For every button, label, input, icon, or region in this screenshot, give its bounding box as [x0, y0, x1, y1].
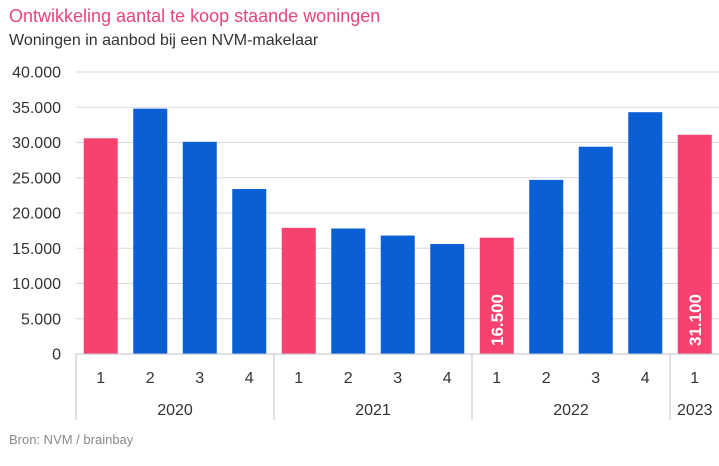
year-label: 2020 — [157, 402, 193, 419]
x-tick-label: 3 — [591, 370, 600, 387]
x-tick-label: 3 — [195, 370, 204, 387]
data-labels: 16.500 31.100 — [488, 294, 705, 346]
x-tick-label: 1 — [294, 370, 303, 387]
x-tick-label: 1 — [690, 370, 699, 387]
bar — [380, 235, 415, 354]
y-tick-label: 20.000 — [12, 206, 61, 223]
year-label: 2022 — [553, 402, 589, 419]
chart-title: Ontwikkeling aantal te koop staande woni… — [9, 6, 380, 26]
y-tick-label: 35.000 — [12, 100, 61, 117]
y-tick-label: 30.000 — [12, 135, 61, 152]
y-tick-label: 25.000 — [12, 170, 61, 187]
x-tick-label: 4 — [443, 370, 452, 387]
data-label: 16.500 — [488, 294, 507, 346]
bar — [182, 141, 217, 354]
bar — [331, 228, 366, 354]
data-label: 31.100 — [686, 294, 705, 346]
year-label: 2023 — [677, 402, 713, 419]
bar — [83, 138, 118, 354]
bars — [83, 108, 712, 354]
bar — [677, 134, 712, 354]
bar — [529, 179, 564, 354]
y-tick-label: 10.000 — [12, 276, 61, 293]
x-tick-label: 4 — [245, 370, 254, 387]
x-tick-label: 1 — [96, 370, 105, 387]
y-tick-label: 5.000 — [21, 311, 61, 328]
y-axis: 0 5.000 10.000 15.000 20.000 25.000 30.000 35.0… — [12, 65, 61, 364]
bar — [479, 237, 514, 354]
x-tick-label: 1 — [492, 370, 501, 387]
bar — [232, 189, 267, 354]
y-tick-label: 15.000 — [12, 241, 61, 258]
x-tick-label: 2 — [542, 370, 551, 387]
bar — [133, 108, 168, 354]
bar — [578, 146, 613, 354]
year-label: 2021 — [355, 402, 391, 419]
bar — [281, 227, 316, 354]
y-tick-label: 0 — [52, 347, 61, 364]
x-axis: 1 2 3 4 1 2 3 4 1 2 3 4 1 2020 2021 2022 2023 — [75, 353, 719, 420]
x-tick-label: 4 — [641, 370, 650, 387]
chart-source: Bron: NVM / brainbay — [9, 432, 134, 447]
bar — [628, 112, 663, 354]
bar — [430, 244, 465, 354]
x-tick-label: 3 — [393, 370, 402, 387]
chart-subtitle: Woningen in aanbod bij een NVM-makelaar — [9, 32, 319, 49]
x-tick-label: 2 — [146, 370, 155, 387]
x-tick-label: 2 — [344, 370, 353, 387]
y-tick-label: 40.000 — [12, 65, 61, 82]
